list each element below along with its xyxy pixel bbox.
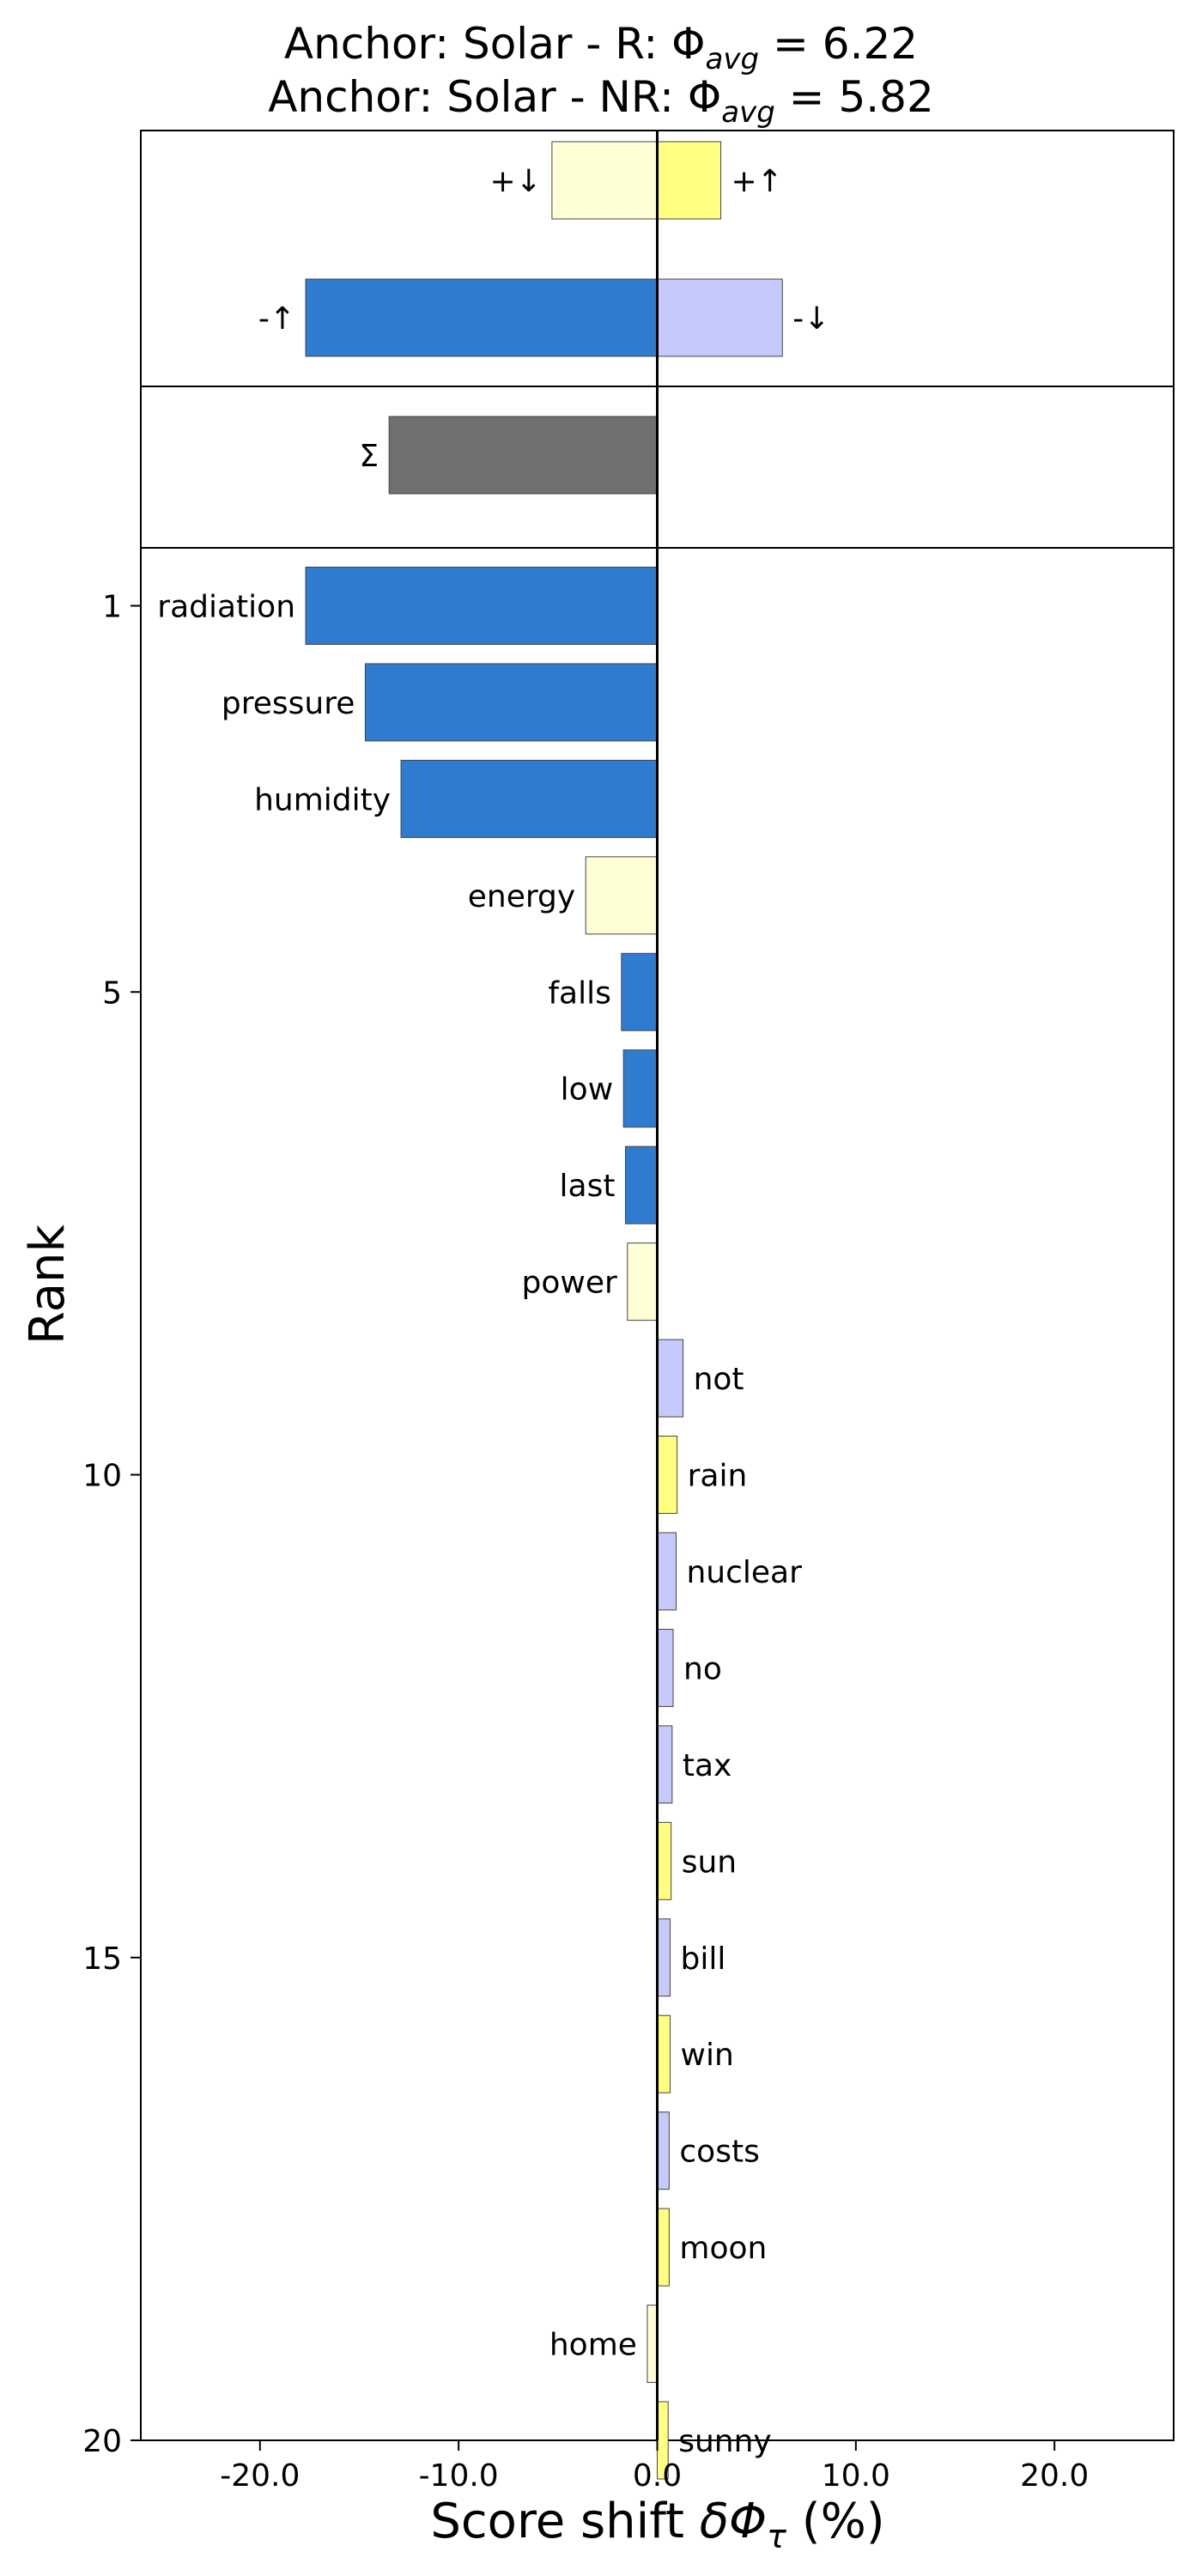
word-home-label: home (549, 2328, 637, 2363)
y-axis-label: Rank (20, 1224, 76, 1344)
word-sunny-label: sunny (678, 2424, 772, 2459)
x-tick-label-0: -20.0 (220, 2458, 300, 2494)
xlabel-prefix: Score shift (430, 2494, 699, 2549)
word-bill-label: bill (681, 1941, 726, 1977)
x-axis: -20.0 -10.0 0.0 10.0 20.0 (220, 2440, 1089, 2494)
chart-title-line-2: Anchor: Solar - NR: Φavg = 5.82 (268, 72, 934, 130)
summary-pos-down-bar (551, 141, 658, 220)
word-energy-bar (585, 856, 659, 935)
y-tick-label-1: 5 (102, 975, 122, 1011)
word-falls-label: falls (548, 975, 611, 1011)
title-2-symbol: Φ (688, 72, 721, 122)
word-nuclear-bar (657, 1532, 677, 1611)
summary-pos-up-label: +↑ (732, 164, 783, 199)
title-1-prefix: Anchor: Solar - R: (284, 19, 671, 69)
summary-neg-up-label: -↑ (258, 301, 295, 337)
word-power-bar (627, 1242, 659, 1321)
word-not-bar (657, 1339, 684, 1418)
y-tick-label-3: 15 (82, 1941, 122, 1977)
word-energy-label: energy (468, 879, 575, 914)
word-power-label: power (522, 1266, 617, 1301)
word-last-label: last (560, 1169, 616, 1204)
total-sum-label: Σ (359, 439, 379, 474)
word-radiation-label: radiation (157, 589, 295, 624)
word-pressure-bar (364, 663, 658, 742)
title-2-suffix: = 5.82 (775, 72, 934, 122)
word-win-bar (657, 2014, 671, 2093)
word-falls-bar (621, 952, 658, 1031)
word-win-label: win (681, 2038, 734, 2073)
xlabel-symbol: δΦ (700, 2494, 767, 2549)
word-bill-bar (657, 1918, 671, 1997)
word-costs-bar (657, 2111, 670, 2190)
title-1-subscript: avg (706, 42, 760, 76)
word-humidity-bar (400, 759, 658, 838)
word-humidity-label: humidity (254, 782, 391, 817)
xlabel-subscript: τ (767, 2518, 787, 2555)
y-tick-label-0: 1 (102, 589, 122, 624)
word-low-label: low (561, 1072, 613, 1108)
summary-neg-up-bar (305, 278, 658, 357)
word-rain-bar (657, 1436, 678, 1514)
word-no-label: no (683, 1651, 722, 1686)
word-not-label: not (694, 1362, 744, 1397)
word-moon-label: moon (679, 2231, 767, 2266)
total-bar-group: Σ (359, 416, 658, 495)
word-costs-label: costs (679, 2135, 759, 2170)
word-radiation-bar (305, 566, 658, 645)
y-tick-label-4: 20 (82, 2424, 122, 2459)
word-moon-bar (657, 2208, 670, 2287)
y-tick-label-2: 10 (82, 1459, 122, 1494)
summary-neg-down-bar (657, 278, 783, 357)
word-home-bar (647, 2305, 658, 2384)
word-sun-label: sun (682, 1844, 737, 1880)
word-no-bar (657, 1628, 674, 1707)
x-tick-label-3: 10.0 (822, 2458, 890, 2494)
chart-title-line-1: Anchor: Solar - R: Φavg = 6.22 (284, 19, 918, 76)
summary-bars: +↓ +↑ -↑ -↓ (258, 141, 829, 357)
word-rain-label: rain (688, 1459, 748, 1494)
word-tax-bar (657, 1725, 673, 1804)
x-axis-label: Score shift δΦτ (%) (430, 2494, 884, 2555)
title-1-suffix: = 6.22 (759, 19, 918, 69)
title-2-prefix: Anchor: Solar - NR: (268, 72, 688, 122)
word-bars: radiation pressure humidity energy falls low l… (157, 566, 802, 2480)
word-tax-label: tax (683, 1748, 732, 1783)
summary-neg-down-label: -↓ (792, 301, 829, 337)
word-low-bar (622, 1049, 658, 1128)
word-nuclear-label: nuclear (686, 1555, 802, 1590)
word-sun-bar (657, 1821, 672, 1900)
title-1-symbol: Φ (671, 19, 705, 69)
total-sum-bar (388, 416, 658, 495)
summary-pos-down-label: +↓ (490, 164, 542, 199)
word-pressure-label: pressure (222, 686, 355, 721)
xlabel-suffix: (%) (786, 2494, 885, 2549)
summary-pos-up-bar (657, 141, 722, 220)
x-tick-label-2: 0.0 (633, 2458, 682, 2494)
x-tick-label-1: -10.0 (419, 2458, 499, 2494)
word-last-bar (624, 1145, 659, 1224)
x-tick-label-4: 20.0 (1020, 2458, 1089, 2494)
title-2-subscript: avg (721, 95, 775, 130)
